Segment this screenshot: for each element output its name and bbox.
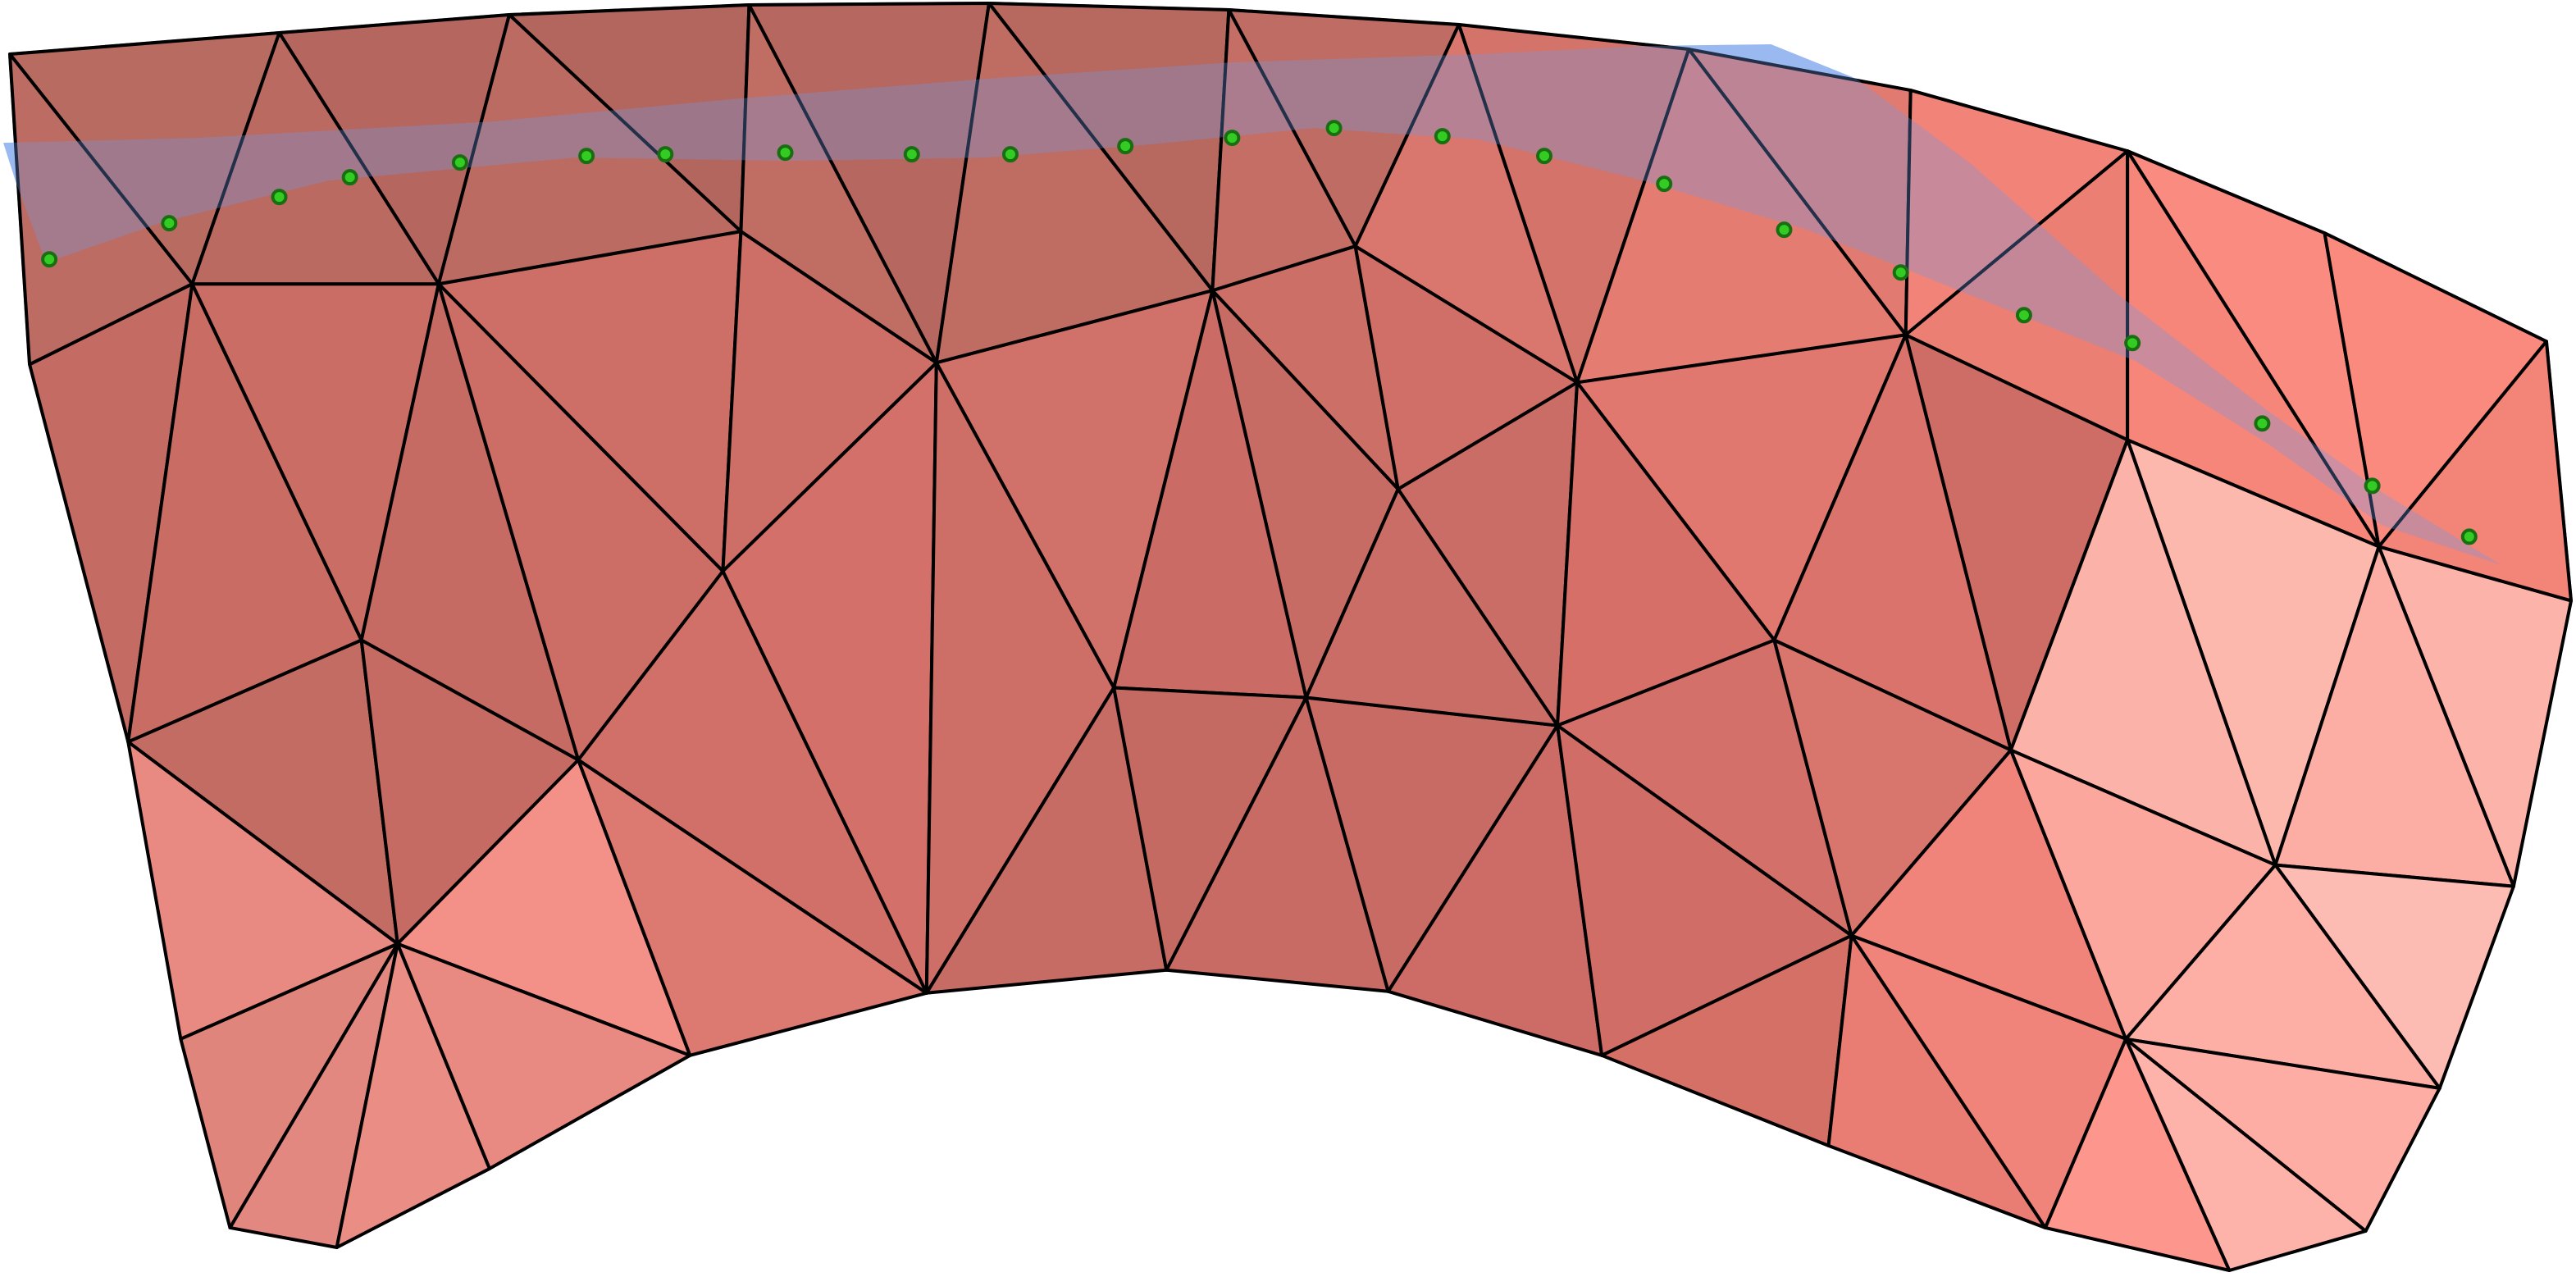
mesh-triangle: [1575, 48, 1908, 385]
mesh-triangle: [395, 942, 692, 1170]
sample-point-marker: [578, 148, 595, 165]
mesh-triangle: [577, 758, 928, 1057]
sample-point-marker: [903, 146, 920, 163]
sample-point-marker: [657, 146, 674, 163]
sample-point-marker: [2460, 528, 2478, 545]
sample-point-marker: [341, 169, 358, 186]
sample-point-marker: [451, 154, 468, 171]
sample-point-marker: [1001, 146, 1019, 163]
mesh-triangle: [2273, 863, 2515, 1090]
sample-point-marker: [1224, 130, 1241, 147]
sample-point-marker: [2254, 415, 2271, 432]
sample-point-marker: [777, 144, 794, 162]
mesh-triangle: [2124, 1037, 2442, 1233]
mesh-triangle: [1353, 23, 1580, 385]
sample-point-marker: [1535, 148, 1553, 165]
sample-point-marker: [2124, 335, 2141, 352]
sample-point-marker: [1776, 221, 1793, 239]
sample-point-marker: [1892, 264, 1909, 281]
mesh-triangle: [190, 31, 440, 286]
triangle-mesh-front-rows: [8, 2, 2573, 603]
mesh-triangle: [1304, 487, 1560, 727]
mesh-triangle: [8, 52, 194, 367]
sample-point-marker: [1325, 120, 1343, 137]
sample-point-marker: [1434, 128, 1451, 145]
sample-point-marker: [1117, 138, 1134, 155]
sample-point-marker: [271, 189, 288, 206]
mesh-triangle: [2377, 340, 2573, 603]
sample-point-marker: [161, 215, 178, 232]
sample-point-markers: [41, 120, 2478, 545]
sample-point-marker: [2015, 307, 2032, 324]
sample-point-marker: [2364, 477, 2381, 495]
mesh-triangle: [2126, 149, 2381, 549]
mesh-triangle: [1210, 8, 1357, 293]
sample-point-marker: [41, 251, 58, 268]
sample-point-marker: [1656, 176, 1673, 193]
mesh-triangle: [934, 2, 1215, 365]
mesh-triangle: [739, 3, 938, 365]
